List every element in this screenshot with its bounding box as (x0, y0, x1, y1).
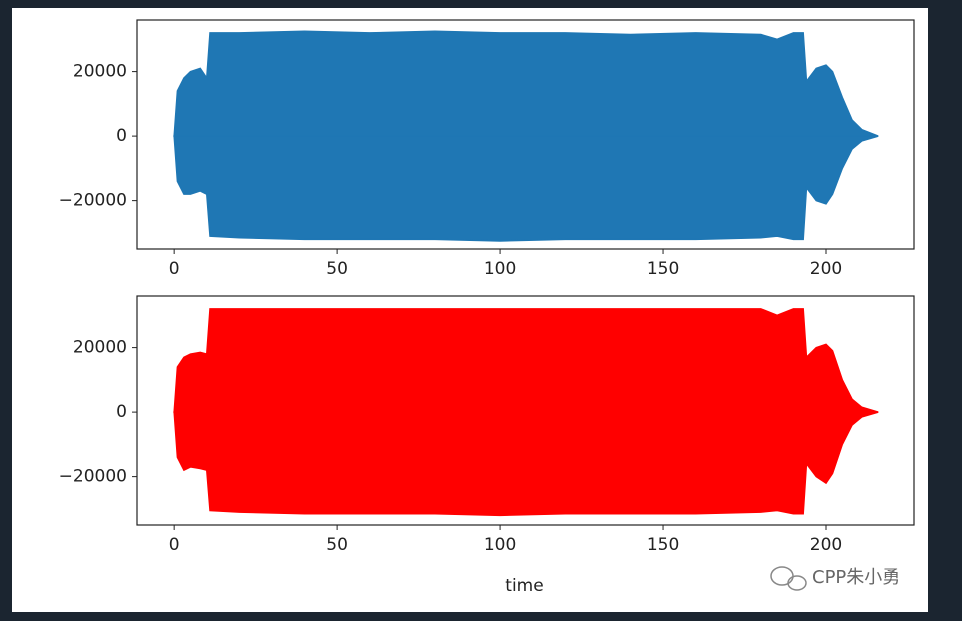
y-tick-label: 0 (116, 126, 127, 146)
waveform-area (173, 411, 879, 517)
x-tick-label: 50 (326, 259, 348, 279)
x-tick-label: 0 (169, 535, 180, 555)
watermark: CPP朱小勇 (812, 567, 900, 588)
waveform-area (173, 308, 879, 413)
x-tick-label: 50 (326, 535, 348, 555)
y-tick-label: −20000 (59, 467, 127, 487)
y-tick-label: 0 (116, 402, 127, 422)
x-tick-label: 150 (647, 535, 679, 555)
x-tick-label: 0 (169, 259, 180, 279)
x-axis-label: time (505, 576, 543, 596)
x-tick-label: 100 (484, 535, 516, 555)
y-tick-label: −20000 (59, 191, 127, 211)
x-tick-label: 200 (810, 535, 842, 555)
x-tick-label: 100 (484, 259, 516, 279)
axes-frame (136, 19, 915, 250)
axes-frame (136, 295, 915, 526)
x-tick-label: 200 (810, 259, 842, 279)
x-tick-label: 150 (647, 259, 679, 279)
y-tick-label: 20000 (73, 338, 127, 358)
y-tick-label: 20000 (73, 62, 127, 82)
waveform-area (173, 30, 879, 137)
watermark-icon (770, 566, 807, 591)
waveform-area (173, 135, 879, 242)
